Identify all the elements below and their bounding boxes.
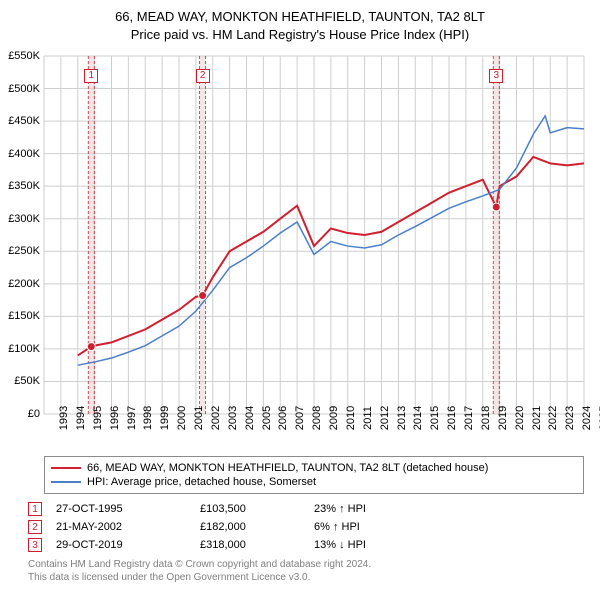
y-tick-label: £0 xyxy=(28,408,40,420)
event-pct: 23% ↑ HPI xyxy=(314,503,366,515)
event-price: £182,000 xyxy=(200,521,310,533)
event-pct: 13% ↓ HPI xyxy=(314,539,366,551)
event-date: 27-OCT-1995 xyxy=(46,503,196,515)
chart-area: £0£50K£100K£150K£200K£250K£300K£350K£400… xyxy=(44,56,584,414)
event-row-3: 3 29-OCT-2019 £318,000 13% ↓ HPI xyxy=(28,536,584,554)
event-marker-2: 2 xyxy=(28,520,42,534)
event-row-2: 2 21-MAY-2002 £182,000 6% ↑ HPI xyxy=(28,518,584,536)
footer-attribution: Contains HM Land Registry data © Crown c… xyxy=(28,558,371,584)
event-marker-1: 1 xyxy=(28,502,42,516)
event-callout-3: 3 xyxy=(489,69,503,83)
event-date: 21-MAY-2002 xyxy=(46,521,196,533)
title-address: 66, MEAD WAY, MONKTON HEATHFIELD, TAUNTO… xyxy=(0,8,600,26)
footer-line1: Contains HM Land Registry data © Crown c… xyxy=(28,558,371,571)
title-block: 66, MEAD WAY, MONKTON HEATHFIELD, TAUNTO… xyxy=(0,0,600,44)
legend-item-property: 66, MEAD WAY, MONKTON HEATHFIELD, TAUNTO… xyxy=(51,461,577,475)
legend: 66, MEAD WAY, MONKTON HEATHFIELD, TAUNTO… xyxy=(44,456,584,494)
event-pct: 6% ↑ HPI xyxy=(314,521,360,533)
y-tick-label: £150K xyxy=(8,310,40,322)
y-tick-label: £500K xyxy=(8,83,40,95)
y-tick-label: £50K xyxy=(14,375,40,387)
x-tick-label: 2025 xyxy=(584,406,600,430)
legend-item-hpi: HPI: Average price, detached house, Some… xyxy=(51,475,577,489)
events-table: 1 27-OCT-1995 £103,500 23% ↑ HPI 2 21-MAY-200… xyxy=(28,500,584,554)
y-tick-label: £250K xyxy=(8,245,40,257)
event-marker-3: 3 xyxy=(28,538,42,552)
event-price: £318,000 xyxy=(200,539,310,551)
title-subtitle: Price paid vs. HM Land Registry's House … xyxy=(0,26,600,44)
legend-label-property: 66, MEAD WAY, MONKTON HEATHFIELD, TAUNTO… xyxy=(87,462,488,474)
y-tick-label: £200K xyxy=(8,278,40,290)
event-price: £103,500 xyxy=(200,503,310,515)
event-callout-2: 2 xyxy=(196,69,210,83)
chart-svg xyxy=(44,56,584,414)
y-tick-label: £450K xyxy=(8,115,40,127)
chart-container: 66, MEAD WAY, MONKTON HEATHFIELD, TAUNTO… xyxy=(0,0,600,590)
y-tick-label: £400K xyxy=(8,148,40,160)
y-tick-label: £100K xyxy=(8,343,40,355)
y-tick-label: £350K xyxy=(8,180,40,192)
legend-label-hpi: HPI: Average price, detached house, Some… xyxy=(87,476,316,488)
event-callout-1: 1 xyxy=(84,69,98,83)
y-tick-label: £550K xyxy=(8,50,40,62)
legend-swatch-property xyxy=(51,467,81,469)
footer-line2: This data is licensed under the Open Gov… xyxy=(28,571,371,584)
event-date: 29-OCT-2019 xyxy=(46,539,196,551)
event-row-1: 1 27-OCT-1995 £103,500 23% ↑ HPI xyxy=(28,500,584,518)
y-tick-label: £300K xyxy=(8,213,40,225)
legend-swatch-hpi xyxy=(51,481,81,483)
